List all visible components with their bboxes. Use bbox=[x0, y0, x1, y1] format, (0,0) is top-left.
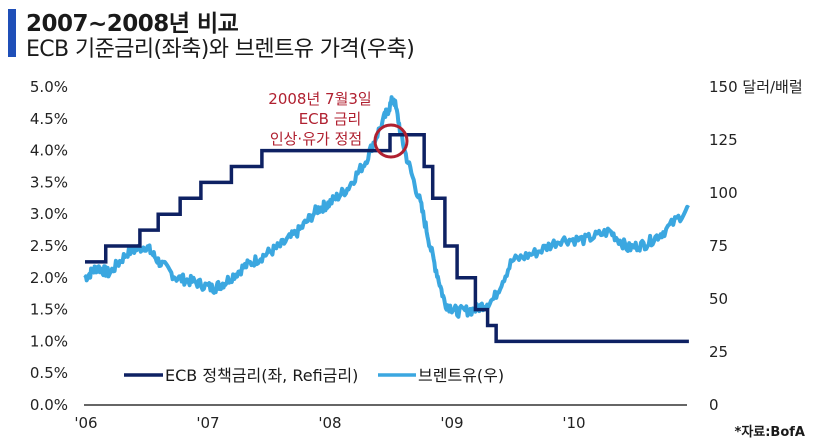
left-axis-tick-label: 4.0% bbox=[30, 142, 68, 160]
left-axis-tick-label: 1.5% bbox=[30, 301, 68, 319]
right-axis-tick-label: 150 달러/배럴 bbox=[709, 78, 803, 96]
right-axis-tick-label: 125 bbox=[709, 131, 738, 149]
right-axis-ticks: 150 달러/배럴 125 100 75 50 25 0 bbox=[709, 78, 803, 414]
x-axis-tick-label: '06 bbox=[74, 414, 97, 432]
right-axis-tick-label: 75 bbox=[709, 237, 728, 255]
legend: ECB 정책금리(좌, Refi금리) 브렌트유(우) bbox=[124, 366, 504, 385]
left-axis-tick-label: 2.0% bbox=[30, 269, 68, 287]
annotation-line-3: 인상·유가 정점 bbox=[270, 130, 362, 148]
title-accent-bar bbox=[8, 9, 16, 57]
left-axis-tick-label: 3.0% bbox=[30, 205, 68, 223]
right-axis-tick-label: 100 bbox=[709, 184, 738, 202]
legend-brent-label: 브렌트유(우) bbox=[418, 366, 504, 385]
x-axis-ticks: '06 '07 '08 '09 '10 bbox=[74, 414, 585, 432]
right-axis-tick-label: 0 bbox=[709, 396, 719, 414]
left-axis-tick-label: 4.5% bbox=[30, 110, 68, 128]
x-axis-tick-label: '07 bbox=[196, 414, 219, 432]
x-axis-tick-label: '08 bbox=[318, 414, 341, 432]
highlight-circle bbox=[373, 123, 409, 159]
left-axis-tick-label: 5.0% bbox=[30, 78, 68, 96]
legend-ecb-label: ECB 정책금리(좌, Refi금리) bbox=[165, 366, 358, 385]
source-note: *자료:BofA bbox=[734, 425, 805, 440]
left-axis-tick-label: 0.5% bbox=[30, 364, 68, 382]
chart-title: 2007~2008년 비교 bbox=[26, 11, 239, 37]
right-axis-tick-label: 50 bbox=[709, 290, 728, 308]
left-axis-tick-label: 1.0% bbox=[30, 332, 68, 350]
left-axis-ticks: 5.0% 4.5% 4.0% 3.5% 3.0% 2.5% 2.0% 1.5% 1.0% 0.5%… bbox=[30, 78, 68, 414]
x-axis-tick-label: '09 bbox=[440, 414, 463, 432]
annotation-line-2: ECB 금리 bbox=[299, 110, 362, 128]
right-axis-tick-label: 25 bbox=[709, 343, 728, 361]
ecb-rate-line bbox=[85, 132, 689, 344]
annotation-line-1: 2008년 7월3일 bbox=[268, 90, 371, 108]
left-axis-tick-label: 0.0% bbox=[30, 396, 68, 414]
brent-oil-line bbox=[83, 95, 690, 319]
x-axis-tick-label: '10 bbox=[562, 414, 585, 432]
left-axis-tick-label: 2.5% bbox=[30, 237, 68, 255]
chart-subtitle: ECB 기준금리(좌축)와 브렌트유 가격(우축) bbox=[26, 37, 415, 62]
left-axis-tick-label: 3.5% bbox=[30, 173, 68, 191]
